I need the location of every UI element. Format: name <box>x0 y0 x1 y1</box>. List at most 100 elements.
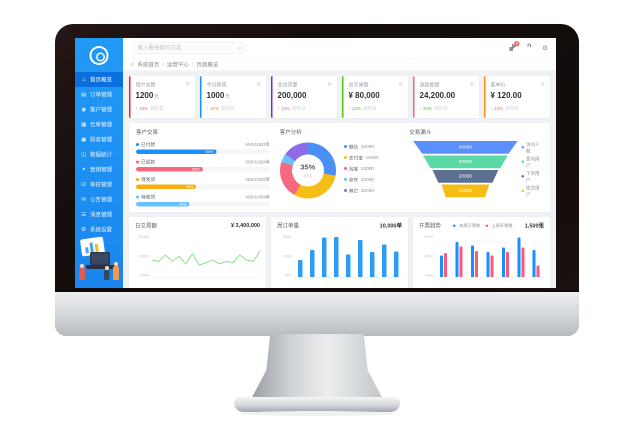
sidebar-item-home[interactable]: ⌂ 首页概览 <box>75 71 123 87</box>
sidebar-item-label: 营销管理 <box>90 166 112 173</box>
kpi-card: 退款金额 ⚙ 24,200.00 ↑ 20% 较昨日 <box>413 76 479 118</box>
sidebar-item-marketing[interactable]: ✦ 营销管理 <box>75 162 123 177</box>
sidebar-item-stats[interactable]: ◫ 数据统计 <box>75 147 123 162</box>
legend-label: 淘宝 <box>348 166 359 173</box>
notice-icon: ✉ <box>81 196 87 203</box>
kpi-note: 较昨日 <box>505 106 519 111</box>
kpi-title: 用户总数 <box>135 82 156 89</box>
kpi-value: 1000元 <box>206 91 230 101</box>
progress-value: 600/1000单 <box>245 142 270 148</box>
sidebar-item-customer[interactable]: ◉ 客户管理 <box>75 102 123 117</box>
funnel-segment: 20000 <box>432 169 499 183</box>
finance-icon: ▣ <box>81 136 87 143</box>
this-week-bar <box>455 241 459 277</box>
invoice-bar-group <box>455 235 463 277</box>
kpi-note: 较昨日 <box>221 106 235 111</box>
progress-label: 待发货 <box>136 176 155 183</box>
gear-icon[interactable]: ⚙ <box>256 81 261 88</box>
illustration-person <box>104 265 110 280</box>
progress-track: 60% <box>136 149 270 154</box>
sidebar-item-message[interactable]: ☰ 消息管理 <box>75 207 123 222</box>
sidebar-item-settings[interactable]: ⚙ 系统设置 <box>75 222 123 237</box>
gear-icon[interactable]: ⚙ <box>185 81 190 88</box>
search-icon[interactable]: ⌕ <box>237 44 242 52</box>
kpi-note: 较昨日 <box>150 106 164 111</box>
line-chart <box>152 235 260 278</box>
legend-item: 上周开票数 <box>485 223 513 229</box>
funnel-panel: 交易漏斗 40000 访问人数 30000 意向用户 20000 下单用户 10000 成交用… <box>409 128 543 211</box>
kpi-note: 较昨日 <box>434 106 448 111</box>
sidebar-item-label: 审核管理 <box>90 181 112 188</box>
legend-dot <box>485 224 488 227</box>
legend-dot <box>136 178 139 181</box>
legend-item: 微信 10000 <box>343 143 379 150</box>
chart-legend: 本周开票数 上周开票数 <box>453 223 513 229</box>
legend-dot <box>136 195 139 199</box>
y-tick-label: 30000 <box>138 234 150 240</box>
kpi-title: 总交易额 <box>348 82 369 89</box>
legend-dot <box>521 175 524 178</box>
sidebar-item-notice[interactable]: ✉ 公告管理 <box>75 192 123 207</box>
kpi-delta: ↓ 10% <box>490 106 504 111</box>
grouped-bar-chart <box>436 235 544 278</box>
monitor-screen: ⌂ 首页概览 ▤ 订单管理 ◉ 客户管理 ▦ 仓库管理 ▣ 财务管理 ◫ 数据统计 ✦ 营销管理 ☑ 审核管理… <box>75 38 556 288</box>
legend-value: 10000 <box>360 143 374 150</box>
progress-row: 待发货 450/1000单 45% <box>136 176 270 189</box>
kpi-value: ¥ 80,000 <box>348 91 380 101</box>
gear-icon[interactable]: ⚙ <box>327 81 332 88</box>
monitor-chin <box>55 290 579 336</box>
legend-item: 支付宝 10000 <box>343 154 379 161</box>
last-week-bar <box>521 247 525 277</box>
monitor-stand-neck <box>252 334 382 400</box>
gear-icon[interactable]: ⚙ <box>540 81 545 88</box>
search-input[interactable] <box>131 42 246 54</box>
search-box: ⌕ <box>131 42 246 54</box>
order-bar <box>381 244 387 277</box>
y-tick-label: 500 <box>284 273 292 278</box>
legend-dot <box>343 167 347 170</box>
donut-center-label: 占比 <box>303 172 313 178</box>
funnel-step: 40000 访问人数 <box>409 140 543 155</box>
y-axis-ticks: 6000 4000 2000 <box>419 235 436 278</box>
invoice-bar-group <box>471 235 479 277</box>
progress-track: 50% <box>136 167 270 172</box>
sidebar-item-audit[interactable]: ☑ 审核管理 <box>75 177 123 192</box>
customer-trade-panel: 客户交易 已付款 600/1000单 60% 已退款 500/1000单 50% 待发货 45… <box>136 128 270 211</box>
gear-icon[interactable]: ⚙ <box>398 81 403 88</box>
donut-chart: 35% 占比 <box>279 142 336 199</box>
home-icon[interactable]: ⌂ <box>131 61 135 68</box>
app-logo[interactable] <box>89 46 109 65</box>
funnel-chart: 40000 访问人数 30000 意向用户 20000 下单用户 10000 成交用户 <box>409 140 543 198</box>
breadcrumb-item[interactable]: 运营中心 <box>166 62 189 68</box>
order-bar <box>321 237 327 277</box>
breadcrumb-item[interactable]: 页面概览 <box>196 62 219 68</box>
card-total: 1,500张 <box>524 223 544 229</box>
sidebar-item-label: 仓库管理 <box>90 121 112 128</box>
sidebar-item-order[interactable]: ▤ 订单管理 <box>75 87 123 102</box>
legend-item: 其它 10000 <box>343 187 379 194</box>
home-icon: ⌂ <box>82 76 86 83</box>
legend-dot <box>521 189 524 192</box>
this-week-bar <box>532 249 536 277</box>
illustration-laptop-screen <box>90 251 110 265</box>
invoice-bar-group <box>440 235 448 277</box>
invoice-trend-card: 开票趋势 本周开票数 上周开票数 1,500张 6000 4000 2000 <box>413 217 550 288</box>
sidebar-item-warehouse[interactable]: ▦ 仓库管理 <box>75 117 123 132</box>
y-axis-ticks: 30000 20000 10000 <box>135 235 152 278</box>
last-week-bar <box>505 252 509 277</box>
kpi-delta: ↑ 20% <box>419 106 433 111</box>
lock-icon[interactable] <box>527 43 533 52</box>
card-title: 周订单量 <box>277 223 299 229</box>
notification-icon[interactable]: 5 <box>509 41 520 52</box>
progress-label: 待收货 <box>136 193 155 200</box>
donut-center-value: 35% <box>300 162 316 172</box>
gear-icon[interactable]: ⚙ <box>469 81 474 88</box>
funnel-label: 成交用户 <box>521 184 543 197</box>
legend-item: 京东 10000 <box>343 176 379 183</box>
sidebar-nav: ⌂ 首页概览 ▤ 订单管理 ◉ 客户管理 ▦ 仓库管理 ▣ 财务管理 ◫ 数据统计 ✦ 营销管理 ☑ 审核管理… <box>75 71 123 237</box>
gear-icon[interactable]: ⚙ <box>542 44 548 52</box>
breadcrumb-item[interactable]: 系统首页 <box>137 62 160 68</box>
sidebar-item-finance[interactable]: ▣ 财务管理 <box>75 132 123 147</box>
y-axis-ticks: 1500 1000 500 <box>277 235 294 278</box>
